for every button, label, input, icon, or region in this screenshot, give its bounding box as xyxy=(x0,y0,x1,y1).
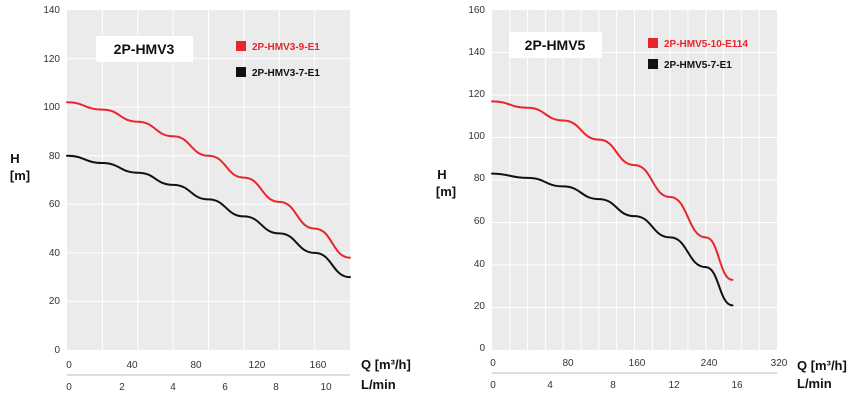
chart-2-y-unit: [m] xyxy=(436,184,456,199)
chart-2-title-box xyxy=(509,32,602,58)
chart-1-y-tick: 20 xyxy=(49,296,61,307)
chart-2-y-tick: 100 xyxy=(468,131,485,142)
chart-1-y-tick: 100 xyxy=(43,102,60,113)
chart-1-legend-swatch-1 xyxy=(236,41,246,51)
chart-2-x-label: Q [m³/h] xyxy=(797,358,847,373)
chart-1-legend-swatch-2 xyxy=(236,67,246,77)
chart-1-y-unit: [m] xyxy=(10,168,30,183)
chart-1-y-label: H xyxy=(10,151,19,166)
chart-1-x-label: Q [m³/h] xyxy=(361,357,411,372)
chart-2-x2-tick: 4 xyxy=(547,380,553,391)
chart-1-series xyxy=(66,101,351,279)
chart-1-x-tick: 80 xyxy=(190,360,202,371)
chart-1-x-tick: 40 xyxy=(126,360,138,371)
chart-1-y-tick: 60 xyxy=(49,199,61,210)
chart-2-x-ticks: 0 80 160 240 320 xyxy=(490,358,788,369)
chart-2-x2-tick: 16 xyxy=(731,380,743,391)
chart-1-x-ticks: 0 40 80 120 160 xyxy=(66,360,327,371)
chart-2-x2-tick: 8 xyxy=(610,380,616,391)
chart-1-x2-tick: 4 xyxy=(170,382,176,393)
chart-2-x2-tick: 0 xyxy=(490,380,496,391)
chart-2-title: 2P-HMV5 xyxy=(525,37,586,53)
chart-2-series xyxy=(491,100,734,307)
chart-2-legend-swatch-1 xyxy=(648,38,658,48)
chart-2-y-tick: 40 xyxy=(474,259,486,270)
chart-2-x2-tick: 12 xyxy=(668,380,680,391)
chart-1-x2-tick: 10 xyxy=(320,382,332,393)
chart-1-y-tick: 40 xyxy=(49,248,61,259)
chart-1-y-tick: 120 xyxy=(43,54,60,65)
chart-1-y-tick: 140 xyxy=(43,5,60,16)
chart-1-x-tick: 120 xyxy=(249,360,266,371)
chart-2-gridlines xyxy=(492,10,777,350)
chart-2-y-tick: 60 xyxy=(474,216,486,227)
chart-2-y-tick: 120 xyxy=(468,89,485,100)
chart-1-title: 2P-HMV3 xyxy=(114,41,175,57)
chart-1-x-tick: 0 xyxy=(66,360,72,371)
chart-1-title-box xyxy=(96,36,193,62)
chart-1-x2-tick: 0 xyxy=(66,382,72,393)
chart-2-x-tick: 0 xyxy=(490,358,496,369)
chart-1-x-tick: 160 xyxy=(310,360,327,371)
chart-2-y-tick: 20 xyxy=(474,301,486,312)
chart-2-y-tick: 160 xyxy=(468,5,485,16)
chart-2: 2P-HMV5 2P-HMV5-10-E114 2P-HMV5-7-E1 0 2… xyxy=(436,5,847,391)
chart-1-series-line-1 xyxy=(66,101,351,259)
chart-2-y-tick: 140 xyxy=(468,47,485,58)
chart-1-x2-ticks: 0 2 4 6 8 10 xyxy=(66,382,332,393)
chart-1: 2P-HMV3 2P-HMV3-9-E1 2P-HMV3-7-E1 0 20 4… xyxy=(10,5,411,393)
chart-2-x-tick: 240 xyxy=(701,358,718,369)
chart-2-y-tick: 0 xyxy=(479,343,485,354)
chart-2-x-tick: 160 xyxy=(629,358,646,369)
chart-1-y-ticks: 0 20 40 60 80 100 120 140 xyxy=(43,5,60,356)
chart-2-x2-label: L/min xyxy=(797,376,832,391)
chart-1-x2-tick: 2 xyxy=(119,382,125,393)
chart-1-x2-tick: 6 xyxy=(222,382,228,393)
chart-1-x2-label: L/min xyxy=(361,377,396,392)
chart-2-series-line-1 xyxy=(491,100,734,281)
chart-2-legend-swatch-2 xyxy=(648,59,658,69)
chart-1-x2-tick: 8 xyxy=(273,382,279,393)
chart-2-y-tick: 80 xyxy=(474,173,486,184)
chart-1-series-line-2 xyxy=(66,154,351,279)
chart-1-legend-label-1: 2P-HMV3-9-E1 xyxy=(252,42,320,53)
chart-2-legend-label-1: 2P-HMV5-10-E114 xyxy=(664,39,748,50)
chart-1-y-tick: 80 xyxy=(49,151,61,162)
chart-2-series-line-2 xyxy=(491,172,734,307)
chart-2-x-tick: 80 xyxy=(562,358,574,369)
chart-1-y-tick: 0 xyxy=(54,345,60,356)
chart-2-x-tick: 320 xyxy=(771,358,788,369)
chart-2-x2-ticks: 0 4 8 12 16 xyxy=(490,380,743,391)
chart-2-y-ticks: 0 20 40 60 80 100 120 140 160 xyxy=(468,5,485,354)
chart-2-y-label: H xyxy=(437,167,446,182)
chart-1-legend-label-2: 2P-HMV3-7-E1 xyxy=(252,68,320,79)
chart-2-legend-label-2: 2P-HMV5-7-E1 xyxy=(664,60,732,71)
